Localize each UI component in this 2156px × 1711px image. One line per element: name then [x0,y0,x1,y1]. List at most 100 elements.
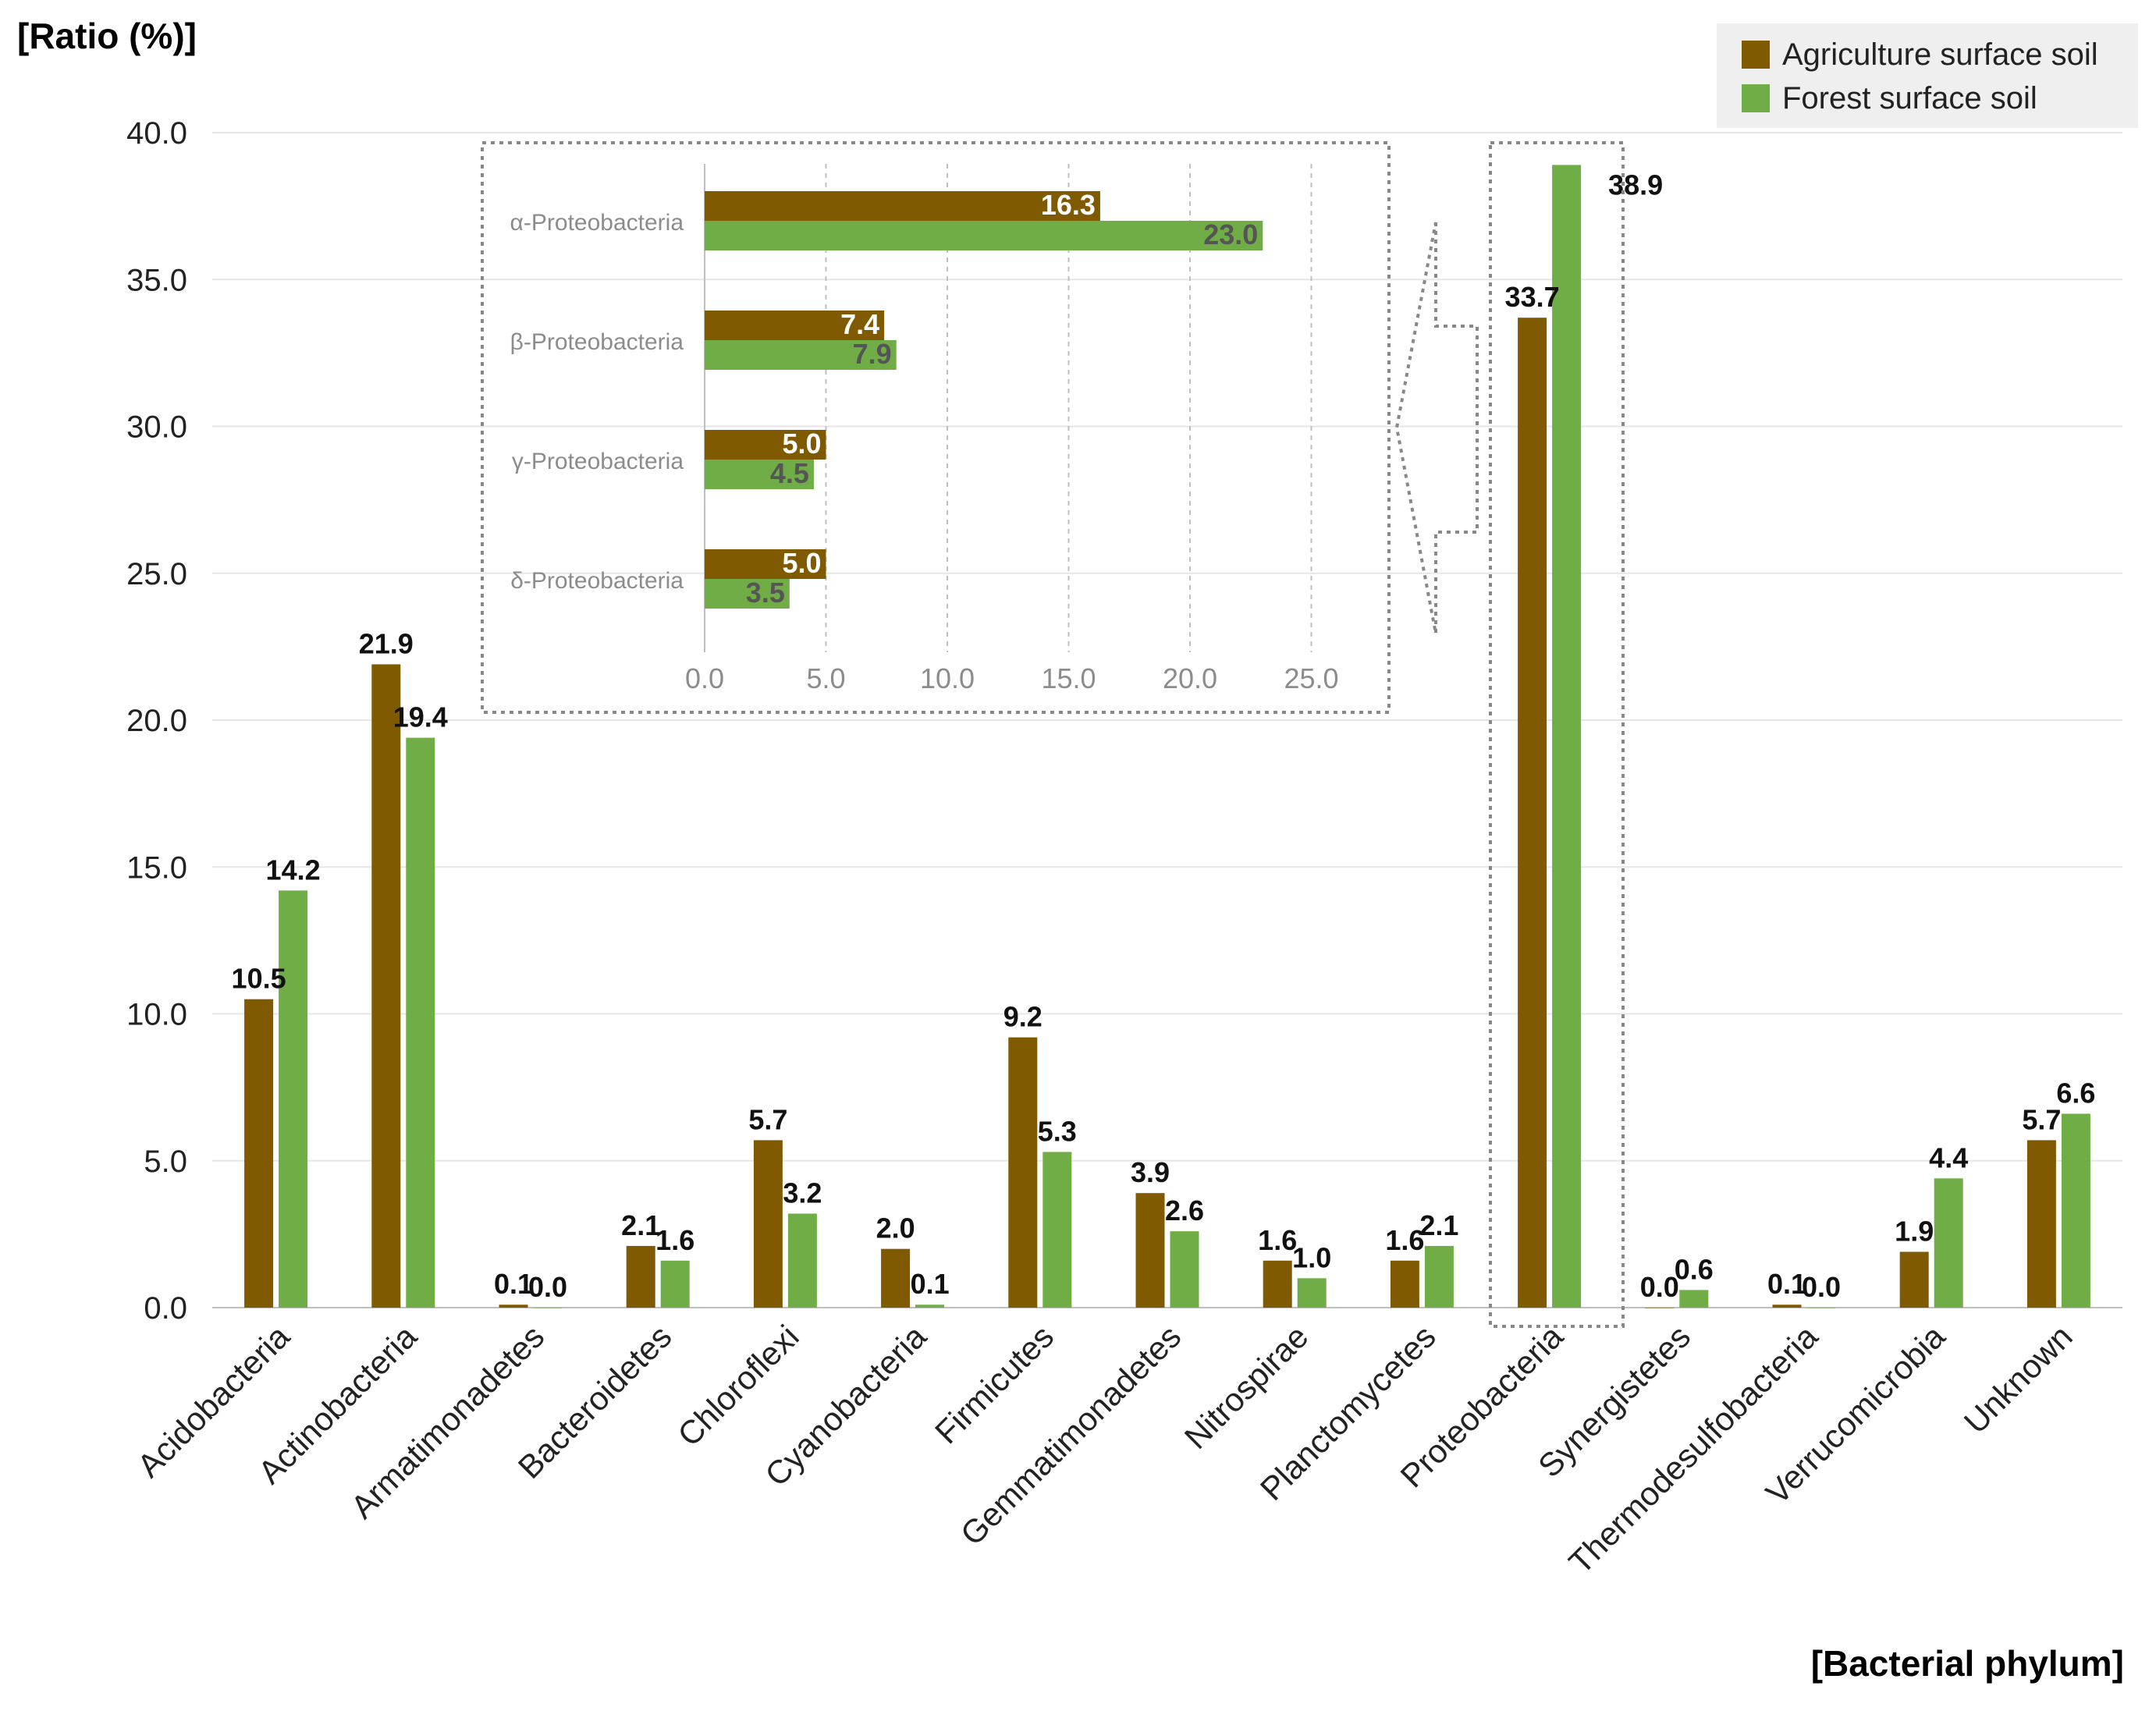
inset-category-labels: α-Proteobacteria β-Proteobacteria γ-Proteo… [510,210,684,594]
bar-agriculture [753,1140,783,1308]
legend: Agriculture surface soil Forest surface … [1717,23,2138,128]
inset-data-label: 5.0 [782,428,821,460]
proteobacteria-highlight-box [1489,141,1625,1328]
bar-forest [1297,1278,1327,1308]
inset-bar-agriculture [705,311,885,340]
bar-forest [1934,1178,1963,1308]
y-tick-label: 40.0 [126,116,187,151]
data-label: 6.6 [2056,1077,2095,1109]
main-x-tick-labels: AcidobacteriaActinobacteriaArmatimonadet… [130,1318,2080,1581]
bar-agriculture [371,664,401,1308]
bar-agriculture [499,1305,528,1308]
data-label: 3.9 [1131,1156,1170,1188]
bar-forest [915,1305,945,1308]
inset-category-label: γ-Proteobacteria [512,449,684,474]
inset-data-label: 16.3 [1041,189,1096,221]
bar-forest [1042,1152,1072,1308]
data-label: 19.4 [393,701,448,733]
x-tick-label: Unknown [1957,1318,2080,1440]
bar-forest [279,890,308,1308]
y-tick-label: 20.0 [126,704,187,738]
data-label: 1.9 [1895,1215,1934,1247]
x-tick-label: Firmicutes [928,1318,1060,1450]
legend-swatch-agriculture [1742,41,1770,69]
legend-label-agriculture: Agriculture surface soil [1782,37,2098,72]
arrow-connector [1394,222,1479,634]
data-label: 2.0 [876,1212,915,1244]
data-label: 14.2 [266,854,321,886]
data-label: 0.0 [1802,1271,1841,1303]
legend-swatch-forest [1742,84,1770,112]
bar-forest [1424,1245,1454,1308]
y-tick-label: 0.0 [144,1291,187,1326]
inset-x-tick-labels: 0.0 5.0 10.0 15.0 20.0 25.0 [685,662,1339,694]
y-tick-label: 30.0 [126,410,187,445]
inset-bars [705,191,1263,609]
data-label: 1.6 [1258,1224,1297,1256]
y-tick-label: 35.0 [126,263,187,297]
inset-data-label: 5.0 [782,547,821,579]
inset-x-tick-label: 20.0 [1163,662,1217,694]
y-tick-label: 15.0 [126,850,187,885]
inset-bar-forest [705,221,1263,250]
bar-agriculture [244,999,274,1308]
inset-x-tick-label: 15.0 [1041,662,1096,694]
bar-forest [1552,165,1582,1308]
inset-bar-agriculture [705,549,826,579]
inset-x-tick-label: 0.0 [685,662,724,694]
inset-bar-agriculture [705,191,1100,221]
inset-x-tick-label: 25.0 [1284,662,1338,694]
inset-category-label: α-Proteobacteria [510,210,684,236]
x-axis-title: [Bacterial phylum] [1811,1643,2124,1684]
data-label: 9.2 [1003,1001,1042,1033]
main-bars [244,165,2090,1308]
bar-agriculture [1390,1260,1419,1308]
data-label: 2.1 [1419,1209,1458,1241]
bar-agriculture [1008,1037,1038,1308]
y-axis-title: [Ratio (%)] [17,16,197,56]
bar-forest [660,1260,690,1308]
data-label: 21.9 [359,627,414,659]
data-label: 0.1 [911,1268,950,1300]
data-label: 0.6 [1675,1253,1714,1285]
data-label: 0.1 [494,1268,533,1300]
data-label: 4.4 [1929,1141,1968,1173]
bar-agriculture [1772,1305,1802,1308]
main-y-tick-labels: 0.0 5.0 10.0 15.0 20.0 25.0 30.0 35.0 40.0 [126,116,187,1326]
main-gridlines [212,132,2122,1308]
inset-bar-forest [705,340,897,370]
data-label: 5.3 [1038,1115,1077,1147]
bar-agriculture [1263,1260,1292,1308]
data-label: 0.0 [1640,1271,1679,1303]
x-tick-label: Thermodesulfobacteria [1561,1318,1824,1581]
data-label: 38.9 [1608,169,1663,201]
bar-forest [406,737,435,1308]
bar-forest [787,1213,817,1308]
inset-bar-forest [705,579,790,609]
inset-data-labels: 16.323.07.47.95.04.55.03.5 [746,189,1258,609]
data-label: 2.6 [1165,1195,1204,1226]
data-label: 1.6 [655,1224,694,1256]
bar-forest [2061,1113,2090,1308]
legend-background [1717,23,2138,128]
data-label: 10.5 [232,963,286,995]
inset-bar-forest [705,460,814,489]
legend-label-forest: Forest surface soil [1782,81,2037,115]
y-tick-label: 10.0 [126,998,187,1032]
data-label: 0.1 [1767,1268,1806,1300]
inset-x-tick-label: 5.0 [806,662,845,694]
inset-x-tick-label: 10.0 [920,662,975,694]
bar-agriculture [1518,318,1547,1308]
bar-agriculture [626,1245,655,1308]
inset-data-label: 3.5 [746,577,785,609]
data-label: 5.7 [748,1103,787,1135]
y-tick-label: 5.0 [144,1145,187,1179]
inset-category-label: δ-Proteobacteria [510,568,684,594]
data-label: 2.1 [621,1209,660,1241]
bar-forest [1170,1231,1199,1308]
bar-forest [1679,1290,1709,1308]
main-data-labels: 10.514.221.919.40.10.02.11.65.73.22.00.1… [232,169,2096,1303]
x-tick-label: Gemmatimonadetes [954,1318,1188,1553]
data-label: 33.7 [1505,281,1560,313]
